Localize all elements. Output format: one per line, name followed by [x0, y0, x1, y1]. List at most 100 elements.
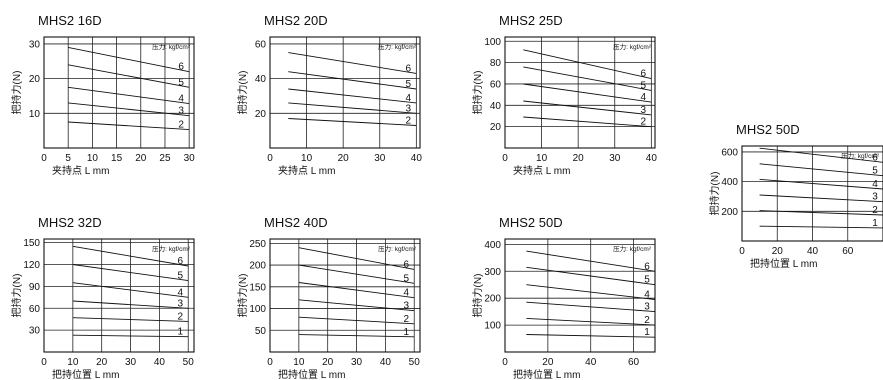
- y-axis-label: 把持力(N): [236, 274, 249, 318]
- legend-title: 压力: kgf/cm²: [613, 42, 652, 51]
- series-label-4: 4: [872, 179, 878, 190]
- legend-title: 压力: kgf/cm²: [841, 151, 880, 160]
- series-label-4: 4: [177, 287, 183, 298]
- y-tick-label: 150: [23, 238, 40, 249]
- series-label-6: 6: [178, 62, 184, 73]
- series-line-6: [298, 247, 415, 270]
- series-label-2: 2: [406, 115, 412, 126]
- series-line-5: [72, 264, 189, 282]
- x-tick-label: 40: [646, 153, 658, 164]
- series-line-3: [523, 100, 652, 116]
- y-tick-label: 90: [29, 282, 41, 293]
- series-line-4: [526, 284, 656, 300]
- y-tick-label: 30: [29, 39, 41, 50]
- y-tick-label: 300: [484, 267, 501, 278]
- series-line-1: [72, 334, 189, 338]
- plot-frame: [269, 36, 421, 149]
- series-label-3: 3: [177, 298, 183, 309]
- y-axis-label: 把持力(N): [10, 71, 23, 115]
- x-tick-label: 20: [322, 357, 334, 368]
- plot-frame: [741, 145, 883, 242]
- series-line-3: [288, 102, 417, 114]
- series-line-5: [526, 266, 656, 286]
- y-tick-label: 150: [249, 282, 266, 293]
- x-tick-label: 20: [573, 153, 585, 164]
- series-label-6: 6: [872, 152, 878, 163]
- legend-title: 压力: kgf/cm²: [152, 244, 191, 253]
- x-tick-label: 60: [628, 357, 640, 368]
- y-tick-label: 400: [721, 177, 738, 188]
- series-line-3: [298, 299, 415, 312]
- series-label-3: 3: [872, 192, 878, 203]
- series-label-3: 3: [178, 106, 184, 117]
- chart-3: MHS2 25D 0 10 20 30 40 20 40 60 80 100 夹持点 L mm 把持力(…: [471, 13, 657, 177]
- series-label-3: 3: [641, 105, 647, 116]
- series-label-4: 4: [644, 290, 650, 301]
- x-tick-label: 0: [41, 357, 47, 368]
- series-label-5: 5: [872, 166, 878, 177]
- y-tick-label: 200: [249, 261, 266, 272]
- series-label-3: 3: [644, 302, 650, 313]
- x-tick-label: 0: [267, 153, 273, 164]
- x-tick-label: 20: [542, 357, 554, 368]
- series-line-6: [68, 46, 190, 73]
- plot-frame: [43, 36, 195, 149]
- x-tick-label: 30: [184, 153, 196, 164]
- series-label-4: 4: [178, 94, 184, 105]
- series-label-6: 6: [644, 261, 650, 272]
- chart-title: MHS2 50D: [736, 122, 800, 137]
- series-line-1: [759, 225, 883, 229]
- series-line-2: [759, 210, 883, 216]
- series-label-4: 4: [406, 93, 412, 104]
- series-label-6: 6: [406, 63, 412, 74]
- x-axis-label: 把持位置 L mm: [278, 368, 345, 380]
- y-tick-label: 120: [23, 260, 40, 271]
- series-line-5: [759, 163, 883, 177]
- x-tick-label: 60: [842, 246, 854, 257]
- legend-title: 压力: kgf/cm²: [613, 244, 652, 253]
- x-axis-label: 把持位置 L mm: [52, 368, 119, 380]
- series-line-3: [68, 102, 190, 117]
- y-tick-label: 20: [255, 109, 267, 120]
- series-line-6: [523, 49, 652, 80]
- x-tick-label: 20: [772, 246, 784, 257]
- series-label-1: 1: [403, 327, 409, 338]
- series-label-6: 6: [403, 259, 409, 270]
- chart-title: MHS2 20D: [264, 13, 328, 28]
- x-tick-label: 0: [267, 357, 273, 368]
- series-line-1: [298, 334, 415, 338]
- x-tick-label: 10: [536, 153, 548, 164]
- chart-7: MHS2 50D 0 20 40 60 100 200 300 400 把持位置 L mm 把持力(…: [471, 215, 656, 380]
- plot-frame: [504, 36, 656, 149]
- series-line-5: [68, 64, 190, 88]
- series-line-3: [759, 194, 883, 203]
- y-axis-label: 把持力(N): [471, 274, 484, 318]
- y-tick-label: 600: [721, 147, 738, 158]
- x-tick-label: 40: [411, 153, 423, 164]
- series-line-4: [68, 86, 190, 105]
- series-label-2: 2: [644, 315, 650, 326]
- chart-6: MHS2 40D 0 10 20 30 40 50 50 100 150 200 250 把持位置 L …: [236, 215, 421, 380]
- y-tick-label: 400: [484, 240, 501, 251]
- series-line-6: [759, 147, 883, 163]
- y-tick-label: 30: [29, 326, 41, 337]
- series-label-5: 5: [406, 79, 412, 90]
- series-line-3: [72, 300, 189, 309]
- y-tick-label: 60: [255, 39, 267, 50]
- x-tick-label: 20: [135, 153, 147, 164]
- x-tick-label: 10: [293, 357, 305, 368]
- series-line-6: [288, 52, 417, 74]
- x-tick-label: 10: [67, 357, 79, 368]
- x-tick-label: 50: [183, 357, 195, 368]
- chart-2: MHS2 20D 0 10 20 30 40 20 40 60 夹持点 L mm 把持力(N) 压力:…: [236, 13, 422, 177]
- series-line-6: [526, 250, 656, 272]
- x-axis-label: 把持位置 L mm: [513, 368, 580, 380]
- series-line-2: [68, 121, 190, 131]
- series-line-4: [298, 282, 415, 299]
- series-line-4: [288, 88, 417, 104]
- legend-title: 压力: kgf/cm²: [152, 42, 191, 51]
- x-tick-label: 20: [338, 153, 350, 164]
- series-label-2: 2: [403, 314, 409, 325]
- chart-4: MHS2 50D 0 20 40 60 200 400 600 把持位置 L mm 把持力(N) 压…: [708, 122, 883, 270]
- y-axis-label: 把持力(N): [10, 274, 23, 318]
